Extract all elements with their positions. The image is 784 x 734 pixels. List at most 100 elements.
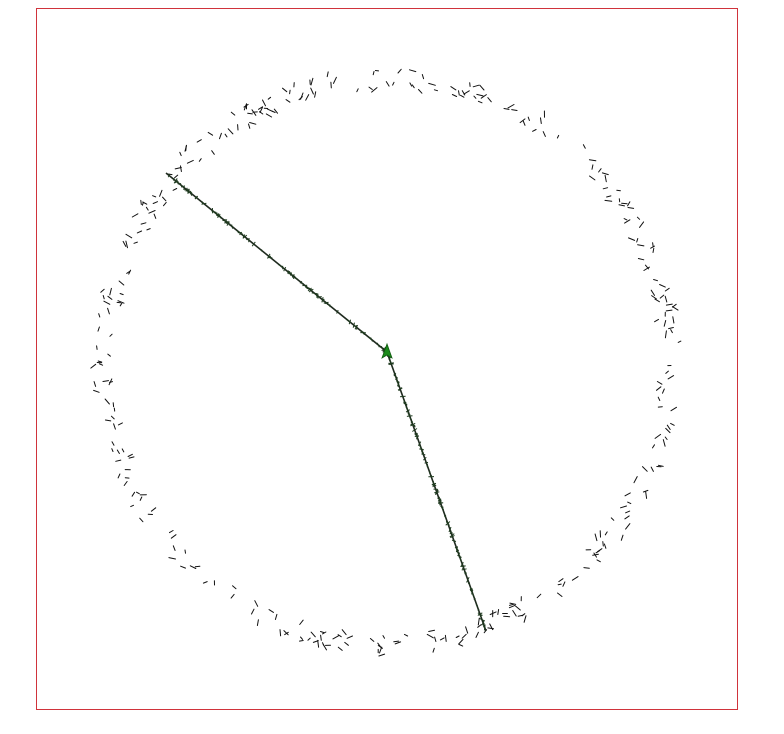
ring-dash	[98, 313, 101, 318]
ring-dash	[170, 534, 177, 539]
ring-dash	[130, 504, 134, 508]
ring-dash	[232, 585, 237, 590]
ring-dash	[110, 415, 115, 420]
trail-mark	[414, 432, 418, 435]
trail-mark	[460, 562, 464, 567]
ring-dash	[368, 86, 373, 90]
ring-dash	[653, 279, 658, 282]
ring-dash	[174, 174, 179, 179]
ring-dash	[333, 76, 337, 84]
ring-dash	[127, 453, 133, 457]
trail-mark	[483, 624, 486, 631]
ring-dash	[194, 565, 201, 568]
ring-dash	[409, 82, 413, 87]
trail-mark	[405, 406, 409, 412]
ring-dash	[393, 640, 400, 643]
ring-dash	[532, 129, 537, 132]
ring-dash	[382, 635, 385, 639]
trail-mark	[456, 547, 459, 553]
ring-dash	[477, 624, 482, 628]
ring-dash	[273, 108, 278, 114]
ring-dash	[650, 289, 655, 296]
ring-dash	[671, 306, 679, 311]
ring-dash	[312, 640, 319, 643]
ring-dash	[305, 94, 310, 101]
ring-dash	[267, 108, 274, 113]
ring-dash	[633, 476, 638, 484]
ring-dash	[509, 603, 515, 606]
ring-dash	[604, 199, 613, 202]
ring-dash	[93, 381, 97, 387]
trail-mark	[277, 263, 284, 268]
ring-dash	[624, 515, 630, 520]
ring-dash	[593, 552, 597, 558]
trail-mark	[187, 190, 192, 193]
ring-dash	[169, 530, 174, 534]
ring-dash	[627, 201, 631, 207]
ring-dash	[637, 244, 645, 247]
ring-dash	[109, 381, 113, 383]
ring-dash	[583, 567, 590, 569]
ring-dash	[142, 201, 148, 205]
ring-dash	[671, 303, 677, 308]
ring-dash	[602, 541, 604, 547]
trail-mark	[430, 474, 433, 478]
ring-dash	[320, 634, 322, 641]
ring-dash	[153, 213, 157, 219]
ring-dash	[652, 444, 655, 449]
ring-dash	[627, 501, 632, 505]
trail-mark	[201, 201, 204, 204]
ring-dash	[521, 613, 526, 617]
ring-dash	[98, 363, 104, 366]
trail-mark	[448, 526, 452, 533]
ring-dash	[185, 145, 187, 152]
ring-dash	[109, 287, 112, 296]
ring-dash	[656, 381, 663, 385]
ring-dash	[344, 641, 349, 646]
trail-mark	[407, 411, 410, 414]
ring-dash	[487, 627, 494, 630]
ring-dash	[128, 456, 135, 459]
ring-dash	[113, 423, 116, 430]
trail-mark	[457, 554, 462, 558]
ring-dash	[283, 630, 289, 636]
ring-dash	[604, 531, 608, 536]
trail-mark	[477, 608, 480, 611]
ring-dash	[527, 116, 530, 121]
ring-dash	[172, 545, 176, 551]
ring-dash	[463, 90, 470, 95]
ring-dash	[279, 629, 282, 637]
trail-mark	[449, 533, 455, 538]
ring-dash	[479, 84, 485, 91]
trail-mark	[267, 253, 271, 259]
trail-mark	[464, 572, 467, 575]
ring-dash	[512, 610, 517, 617]
ring-dash	[227, 128, 234, 135]
ring-dash	[558, 578, 564, 583]
trail-mark	[460, 565, 466, 567]
ring-dash	[146, 228, 151, 231]
ring-dash	[168, 557, 176, 560]
ring-dash	[326, 71, 329, 78]
ring-dash	[409, 69, 417, 73]
ring-dash	[104, 398, 110, 405]
ring-dash	[597, 548, 603, 553]
trail-mark	[406, 415, 413, 417]
ring-dash	[133, 241, 138, 244]
ring-dash	[476, 93, 484, 97]
trail-mark	[352, 322, 355, 328]
ring-dash	[128, 269, 132, 275]
trail-mark	[173, 178, 175, 181]
ring-dash	[536, 593, 542, 599]
ring-dash	[378, 653, 386, 657]
ring-dash	[450, 86, 457, 91]
ring-dash	[131, 491, 136, 497]
ring-dash	[557, 592, 563, 597]
ring-dash	[664, 295, 668, 303]
ring-dash	[115, 459, 122, 462]
ring-dash	[289, 89, 291, 95]
ring-dash	[116, 449, 120, 454]
ring-dash	[475, 631, 479, 638]
ring-dash	[265, 113, 273, 118]
trail-mark	[403, 402, 408, 405]
